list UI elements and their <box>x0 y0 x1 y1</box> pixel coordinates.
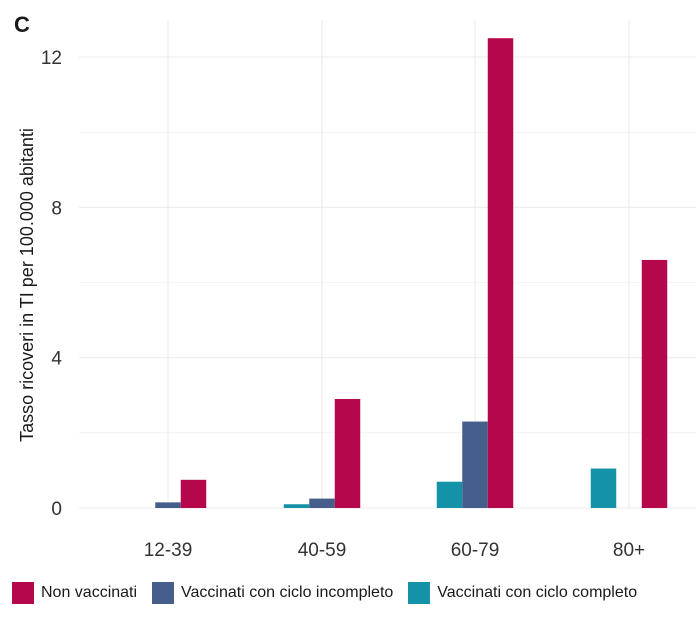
y-tick-label: 12 <box>41 48 62 69</box>
panel-letter: C <box>14 12 30 37</box>
x-tick-label: 40-59 <box>298 540 347 561</box>
y-tick-label: 4 <box>51 349 62 370</box>
bar-non_vaccinati-60-79 <box>487 38 514 508</box>
y-axis-label: Tasso ricoveri in TI per 100.000 abitant… <box>17 128 37 442</box>
bar-completo-60-79 <box>436 481 463 508</box>
x-tick-label: 60-79 <box>451 540 500 561</box>
legend-label-non-vaccinati: Non vaccinati <box>41 584 138 601</box>
legend-label-incompleto: Vaccinati con ciclo incompleto <box>181 584 394 601</box>
bar-completo-40-59 <box>283 504 310 508</box>
y-tick-label: 8 <box>51 198 62 219</box>
bar-non_vaccinati-80+ <box>641 259 668 508</box>
legend-swatch-non-vaccinati <box>12 582 34 604</box>
x-tick-label: 80+ <box>613 540 645 561</box>
legend-swatch-completo <box>408 582 431 604</box>
bar-incompleto-60-79 <box>462 421 488 508</box>
bar-incompleto-12-39 <box>155 502 181 508</box>
y-tick-labels: 0 4 8 12 <box>41 48 63 520</box>
bars <box>155 38 668 508</box>
legend-item-non-vaccinati: Non vaccinati <box>12 582 137 604</box>
legend-item-completo: Vaccinati con ciclo completo <box>408 582 637 604</box>
bar-incompleto-40-59 <box>309 498 335 508</box>
legend: Non vaccinati Vaccinati con ciclo incomp… <box>12 582 652 604</box>
y-tick-label: 0 <box>51 499 62 520</box>
legend-label-completo: Vaccinati con ciclo completo <box>437 584 638 601</box>
legend-item-incompleto: Vaccinati con ciclo incompleto <box>152 582 393 604</box>
bar-non_vaccinati-12-39 <box>180 479 207 508</box>
grid-lines <box>79 20 696 509</box>
x-tick-label: 12-39 <box>144 540 193 561</box>
x-tick-labels: 12-39 40-59 60-79 80+ <box>144 540 645 561</box>
legend-swatch-incompleto <box>152 582 175 604</box>
bar-completo-80+ <box>590 468 617 508</box>
bar-non_vaccinati-40-59 <box>334 399 361 508</box>
